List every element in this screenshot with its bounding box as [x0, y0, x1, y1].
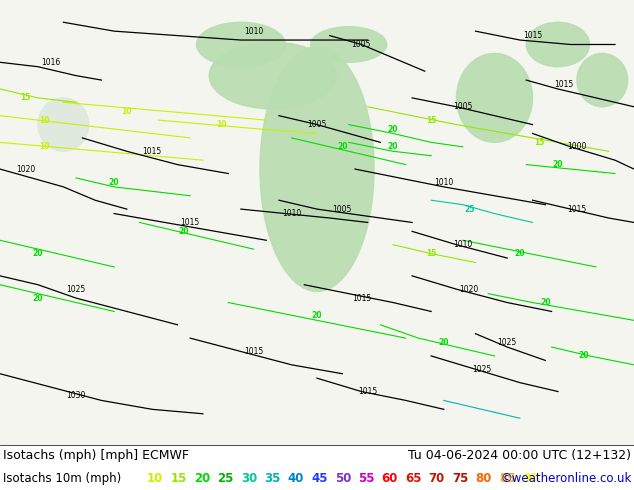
Text: 65: 65: [405, 472, 422, 485]
Text: 1015: 1015: [358, 387, 377, 396]
Text: 20: 20: [540, 298, 550, 307]
Text: 1010: 1010: [434, 178, 453, 187]
Text: 1025: 1025: [472, 365, 491, 374]
Text: 1015: 1015: [143, 147, 162, 156]
Text: 1015: 1015: [523, 31, 542, 40]
Text: 1000: 1000: [567, 142, 586, 151]
Text: 20: 20: [337, 142, 347, 151]
Text: 1010: 1010: [282, 209, 301, 218]
Text: 55: 55: [358, 472, 375, 485]
Text: 20: 20: [194, 472, 210, 485]
Text: 1005: 1005: [333, 205, 352, 214]
Text: 1010: 1010: [244, 26, 263, 36]
Text: 80: 80: [476, 472, 492, 485]
Ellipse shape: [260, 47, 374, 292]
Text: 15: 15: [426, 116, 436, 124]
Text: 1015: 1015: [244, 347, 263, 356]
Text: 1015: 1015: [181, 218, 200, 227]
Text: 20: 20: [515, 249, 525, 258]
Text: 1010: 1010: [453, 240, 472, 249]
Text: 20: 20: [33, 294, 43, 303]
Ellipse shape: [526, 22, 590, 67]
Text: 20: 20: [179, 227, 189, 236]
Text: 1016: 1016: [41, 58, 60, 67]
Text: ©weatheronline.co.uk: ©weatheronline.co.uk: [500, 472, 631, 485]
Text: 20: 20: [553, 160, 563, 169]
Text: Tu 04-06-2024 00:00 UTC (12+132): Tu 04-06-2024 00:00 UTC (12+132): [408, 449, 631, 462]
Text: Isotachs (mph) [mph] ECMWF: Isotachs (mph) [mph] ECMWF: [3, 449, 188, 462]
Text: 1005: 1005: [453, 102, 472, 111]
Text: 30: 30: [241, 472, 257, 485]
Text: 45: 45: [311, 472, 328, 485]
Ellipse shape: [456, 53, 533, 143]
Text: 20: 20: [388, 142, 398, 151]
Text: 1025: 1025: [67, 285, 86, 294]
Text: 15: 15: [171, 472, 187, 485]
Text: 10: 10: [39, 142, 49, 151]
Ellipse shape: [38, 98, 89, 151]
Ellipse shape: [311, 26, 387, 62]
Text: 75: 75: [452, 472, 469, 485]
Ellipse shape: [209, 42, 336, 109]
Text: 60: 60: [382, 472, 398, 485]
Text: 1030: 1030: [67, 392, 86, 400]
Text: 1015: 1015: [567, 205, 586, 214]
Text: 20: 20: [33, 249, 43, 258]
Text: 25: 25: [464, 205, 474, 214]
Text: 20: 20: [578, 351, 588, 361]
Text: 50: 50: [335, 472, 351, 485]
Text: 1015: 1015: [352, 294, 371, 303]
Text: 1015: 1015: [555, 80, 574, 89]
Text: 85: 85: [499, 472, 515, 485]
Text: 1005: 1005: [352, 40, 371, 49]
Text: 90: 90: [522, 472, 539, 485]
Text: 35: 35: [264, 472, 281, 485]
Text: 20: 20: [109, 178, 119, 187]
Text: 10: 10: [147, 472, 164, 485]
Text: 15: 15: [20, 94, 30, 102]
Text: 1005: 1005: [307, 120, 327, 129]
Text: 1020: 1020: [460, 285, 479, 294]
Text: 15: 15: [426, 249, 436, 258]
Text: 20: 20: [439, 338, 449, 347]
Text: 70: 70: [429, 472, 445, 485]
Text: 1025: 1025: [498, 338, 517, 347]
Text: 25: 25: [217, 472, 234, 485]
Text: 10: 10: [217, 120, 227, 129]
Text: 10: 10: [39, 116, 49, 124]
Text: 10: 10: [122, 107, 132, 116]
Ellipse shape: [577, 53, 628, 107]
Ellipse shape: [197, 22, 285, 67]
Text: Isotachs 10m (mph): Isotachs 10m (mph): [3, 472, 121, 485]
Text: 1020: 1020: [16, 165, 35, 173]
Text: 15: 15: [534, 138, 544, 147]
Text: 20: 20: [388, 124, 398, 134]
Text: 20: 20: [312, 311, 322, 320]
Text: 40: 40: [288, 472, 304, 485]
